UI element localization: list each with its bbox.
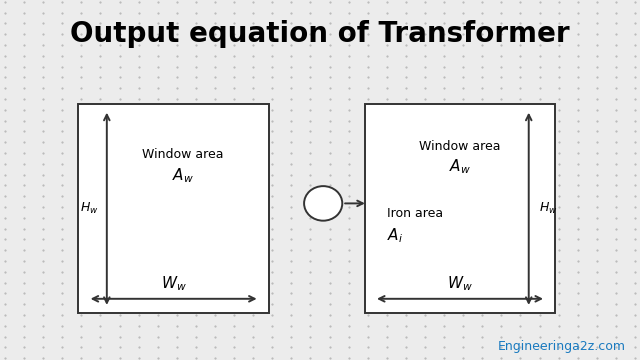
- Text: Output equation of Transformer: Output equation of Transformer: [70, 20, 570, 48]
- Text: Window area: Window area: [419, 140, 500, 153]
- Text: $A_w$: $A_w$: [172, 166, 194, 185]
- Bar: [78, 104, 269, 313]
- Text: $A_i$: $A_i$: [387, 226, 403, 245]
- Bar: [365, 104, 556, 313]
- Text: Engineeringa2z.com: Engineeringa2z.com: [497, 340, 625, 353]
- Text: $H_w$: $H_w$: [80, 201, 99, 216]
- Ellipse shape: [304, 186, 342, 221]
- Text: Window area: Window area: [143, 148, 224, 161]
- Text: Iron area: Iron area: [387, 207, 443, 220]
- Text: $W_w$: $W_w$: [447, 274, 473, 293]
- Text: $W_w$: $W_w$: [161, 274, 186, 293]
- Text: $H_w$: $H_w$: [538, 201, 557, 216]
- Text: $A_w$: $A_w$: [449, 158, 471, 176]
